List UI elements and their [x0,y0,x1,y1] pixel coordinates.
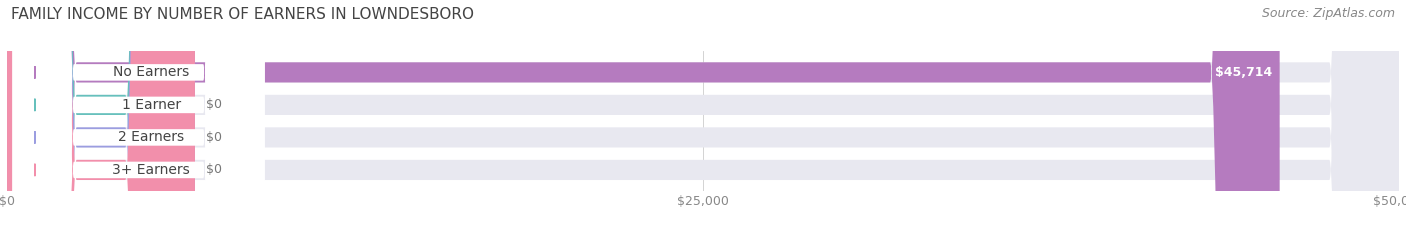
FancyBboxPatch shape [7,0,195,233]
FancyBboxPatch shape [7,0,1399,233]
Text: 3+ Earners: 3+ Earners [112,163,190,177]
FancyBboxPatch shape [7,0,1279,233]
Text: $45,714: $45,714 [1215,66,1272,79]
Text: $0: $0 [207,131,222,144]
FancyBboxPatch shape [13,0,264,233]
FancyBboxPatch shape [7,0,1399,233]
Text: Source: ZipAtlas.com: Source: ZipAtlas.com [1261,7,1395,20]
Text: FAMILY INCOME BY NUMBER OF EARNERS IN LOWNDESBORO: FAMILY INCOME BY NUMBER OF EARNERS IN LO… [11,7,474,22]
FancyBboxPatch shape [13,0,264,233]
Text: $0: $0 [207,163,222,176]
FancyBboxPatch shape [13,0,264,233]
Text: 1 Earner: 1 Earner [121,98,181,112]
FancyBboxPatch shape [13,0,264,233]
Text: $0: $0 [207,98,222,111]
FancyBboxPatch shape [7,0,195,233]
FancyBboxPatch shape [7,0,195,233]
Text: 2 Earners: 2 Earners [118,130,184,144]
FancyBboxPatch shape [7,0,1399,233]
Text: No Earners: No Earners [112,65,190,79]
FancyBboxPatch shape [7,0,1399,233]
